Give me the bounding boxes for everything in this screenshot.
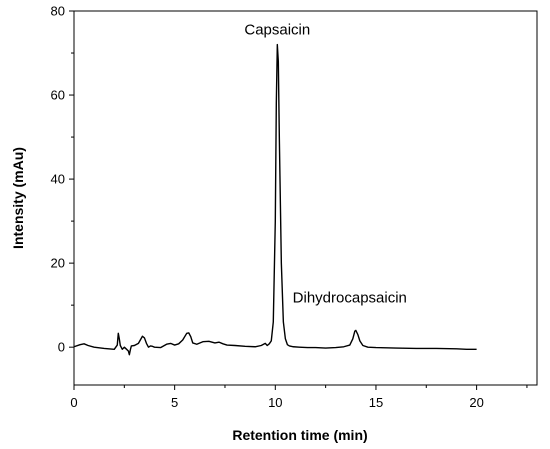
chromatogram-trace bbox=[73, 43, 477, 356]
x-axis-title: Retention time (min) bbox=[232, 427, 367, 443]
peak-label-capsaicin: Capsaicin bbox=[244, 22, 310, 39]
y-tick-label: 60 bbox=[51, 88, 65, 103]
y-tick-label: 40 bbox=[51, 172, 65, 187]
x-tick-label: 10 bbox=[268, 395, 282, 410]
y-tick-label: 20 bbox=[51, 256, 65, 271]
x-tick-label: 5 bbox=[171, 395, 178, 410]
y-tick-label: 0 bbox=[58, 340, 65, 355]
x-tick-label: 0 bbox=[70, 395, 77, 410]
y-tick-label: 80 bbox=[51, 4, 65, 19]
x-tick-label: 15 bbox=[369, 395, 383, 410]
plot-frame bbox=[73, 10, 538, 386]
peak-label-dihydrocapsaicin: Dihydrocapsaicin bbox=[293, 289, 407, 306]
x-tick-label: 20 bbox=[469, 395, 483, 410]
y-axis-title: Intensity (mAu) bbox=[10, 147, 26, 249]
x-axis-ticks: 0 5 10 15 20 bbox=[70, 385, 528, 410]
y-axis-ticks: 0 20 40 60 80 bbox=[51, 4, 74, 355]
